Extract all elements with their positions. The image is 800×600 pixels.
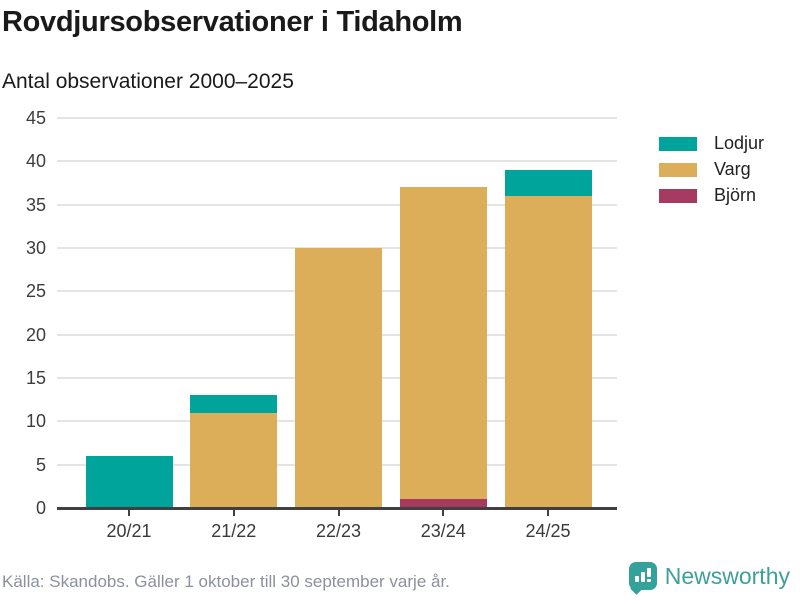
legend-label: Lodjur: [714, 133, 765, 153]
newsworthy-wordmark: Newsworthy: [664, 562, 790, 589]
newsworthy-bar-chart-icon: [628, 562, 657, 590]
plot-area: 0 5 10 15 20 25 30 35 40 45 20/21 21/22 22/23 23/24 24…: [26, 108, 617, 541]
bar-24-25: [504, 170, 592, 508]
x-axis-tick: [232, 509, 235, 516]
legend-item-lodjur: Lodjur: [659, 131, 764, 156]
bar-22-23: [295, 248, 382, 508]
bar-segment-lodjur: [190, 395, 278, 413]
x-axis-line: [57, 506, 617, 510]
legend-item-varg: Varg: [659, 157, 764, 182]
y-axis-tick-label: 15: [25, 368, 46, 388]
source-note: Källa: Skandobs. Gäller 1 oktober till 3…: [2, 572, 450, 591]
y-axis-tick-label: 0: [35, 498, 46, 518]
x-axis-tick-label: 24/25: [525, 521, 571, 541]
y-axis-tick-label: 30: [25, 238, 46, 258]
x-axis-tick-label: 21/22: [211, 521, 257, 541]
bar-segment-varg: [190, 412, 278, 508]
y-axis-tick-label: 5: [35, 454, 46, 475]
legend-swatch: [659, 136, 697, 151]
bar-21-22: [190, 395, 278, 508]
y-axis-tick-label: 20: [25, 324, 46, 345]
icon-bar-1: [634, 576, 639, 582]
bar-23-24: [399, 187, 487, 508]
icon-bar-3: [646, 568, 651, 577]
bar-segment-lodjur: [504, 170, 592, 196]
legend-label: Varg: [714, 159, 751, 179]
legend-swatch: [659, 162, 697, 177]
bar-segment-varg: [295, 248, 382, 508]
x-axis-tick-label: 22/23: [315, 521, 362, 541]
x-axis-tick: [442, 509, 445, 516]
legend-label: Björn: [714, 185, 757, 205]
legend-item-bjorn: Björn: [659, 183, 764, 208]
x-axis-tick: [337, 509, 340, 516]
bar-segment-varg: [399, 187, 487, 500]
legend-swatch: [659, 188, 697, 203]
icon-dot: [646, 579, 651, 582]
newsworthy-logo: Newsworthy: [628, 562, 790, 590]
chart-title: Rovdjursobservationer i Tidaholm: [2, 6, 463, 38]
legend: Lodjur Varg Björn: [659, 131, 764, 209]
gridline: [57, 203, 617, 206]
bar-segment-bjorn: [399, 499, 487, 508]
bar-20-21: [85, 456, 173, 508]
x-axis-tick-label: 23/24: [420, 521, 466, 541]
x-axis-tick: [128, 509, 130, 516]
y-axis-tick-label: 45: [25, 108, 46, 128]
gridline: [57, 160, 617, 163]
x-axis-tick: [547, 509, 549, 516]
y-axis-tick-label: 25: [25, 281, 46, 302]
x-axis-tick-label: 20/21: [106, 521, 152, 541]
bar-segment-lodjur: [85, 456, 173, 508]
chart-subtitle: Antal observationer 2000–2025: [2, 70, 294, 93]
gridline: [57, 117, 617, 119]
y-axis-tick-label: 40: [25, 151, 46, 172]
y-axis-tick-label: 35: [25, 194, 46, 215]
y-axis-tick-label: 10: [25, 411, 46, 432]
icon-bar-2: [640, 572, 645, 582]
bar-segment-varg: [504, 196, 592, 508]
